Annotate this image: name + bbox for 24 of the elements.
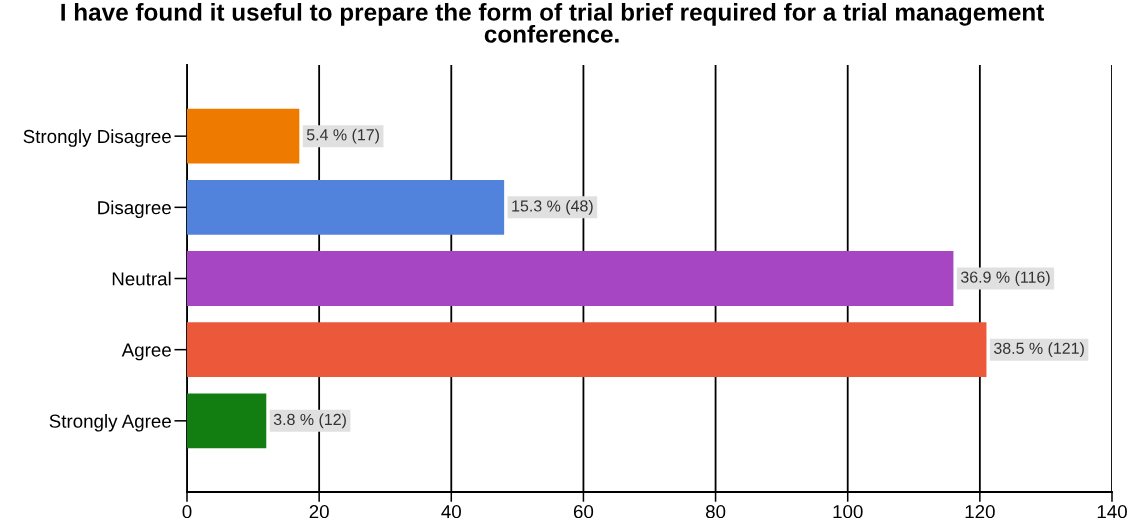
y-tick-label: Disagree	[98, 200, 171, 219]
y-tick-label: Strongly Agree	[49, 414, 171, 432]
x-tick-label: 40	[441, 505, 461, 518]
data-label: 3.8 % (12)	[273, 413, 346, 429]
x-tick-label: 140	[1097, 505, 1127, 518]
data-label: 36.9 % (116)	[960, 271, 1050, 286]
bar	[187, 108, 300, 164]
y-tick-label: Neutral	[112, 271, 171, 286]
y-tick-label: Strongly Disagree	[23, 129, 171, 147]
data-label: 5.4 % (17)	[306, 128, 379, 144]
x-tick-label: 80	[705, 505, 726, 518]
data-label: 15.3 % (48)	[512, 199, 593, 215]
chart-title: I have found it useful to prepare the form of trial brief required for a trial management conference.	[61, 3, 1044, 43]
bar	[187, 179, 505, 235]
bar	[187, 322, 987, 378]
x-tick-label: 20	[309, 505, 329, 518]
x-tick-label: 100	[833, 505, 863, 518]
y-tick-label: Agree	[121, 343, 171, 361]
bar	[187, 251, 954, 306]
data-label: 38.5 % (121)	[994, 342, 1084, 358]
x-tick-label: 60	[573, 505, 594, 518]
x-tick-label: 120	[965, 505, 995, 518]
bar	[187, 393, 267, 449]
x-tick-label: 0	[182, 505, 192, 518]
